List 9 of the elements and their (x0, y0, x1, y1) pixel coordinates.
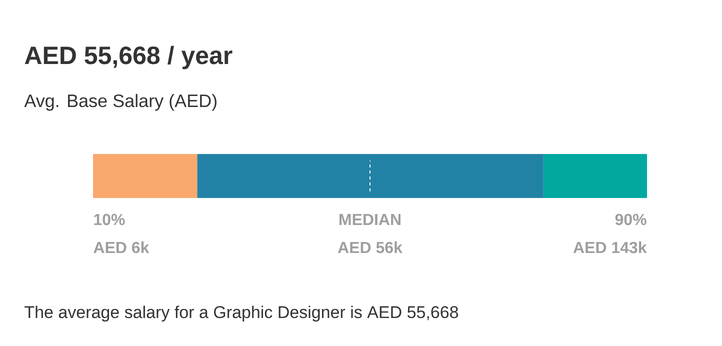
text: AED 143k (573, 241, 647, 254)
text: 10% (94, 214, 125, 226)
text: AED 6k (94, 241, 150, 254)
chart-title: AED 55,668 / year (24, 46, 232, 70)
chart-subtitle: Avg. Base Salary (AED) (24, 94, 216, 111)
text: MEDIAN (340, 214, 400, 226)
text: The average salary for a Graphic Designer is AED 55,668 (24, 306, 458, 322)
text: AED 56k (338, 241, 402, 254)
text: 90% (615, 214, 646, 226)
